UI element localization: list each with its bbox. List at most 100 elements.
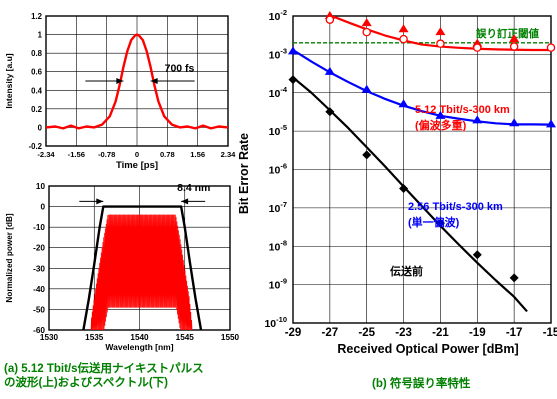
y-tick-exponent: -5 xyxy=(280,123,287,132)
x-tick-label: 1535 xyxy=(85,333,104,342)
series-label-black: 伝送前 xyxy=(390,264,423,278)
ber-marker-black-diamond xyxy=(325,107,335,117)
y-tick-label: -20 xyxy=(33,244,45,253)
x-tick-label: 0.78 xyxy=(160,150,175,159)
ber-marker-blue-triangle xyxy=(509,118,520,127)
y-tick-label: 10 xyxy=(36,182,46,191)
y-tick-label: 10-5 xyxy=(269,123,287,138)
x-tick-label: -27 xyxy=(322,327,339,339)
ber-fit-2 xyxy=(293,76,528,313)
x-tick-label: -17 xyxy=(506,327,523,339)
y-tick-base: 10 xyxy=(269,280,281,292)
pulse-chart: -2.34 -1.56 -0.78 0 0.78 1.56 2.34 -0.2 0 0.2 0.4 0… xyxy=(4,12,236,171)
ber-marker-red-circle xyxy=(362,27,371,37)
y-tick-label: 0.8 xyxy=(31,49,43,58)
y-tick-base: 10 xyxy=(269,11,281,23)
caption-a: (a) 5.12 Tbit/s伝送用ナイキストパルス の波形(上)およびスペクト… xyxy=(4,362,204,390)
ber-marker-red-circle xyxy=(436,39,445,48)
ber-marker-red-circle xyxy=(509,42,519,51)
x-tick-label: -29 xyxy=(285,327,302,339)
y-tick-label: 0 xyxy=(40,203,45,212)
ber-fit-1 xyxy=(293,49,551,126)
series-label-blue: 2.56 Tbit/s-300 km xyxy=(408,201,503,213)
series-label-red: 5.12 Tbit/s-300 km xyxy=(415,104,510,116)
y-tick-label: -10 xyxy=(33,223,45,232)
bw-label: 8.4 nm xyxy=(177,182,210,194)
ber-marker-black-diamond xyxy=(509,273,519,283)
plot-frame xyxy=(292,15,552,324)
y-tick-exponent: -7 xyxy=(280,200,287,209)
y-tick-base: 10 xyxy=(269,88,281,100)
ber-marker-blue-triangle xyxy=(435,110,446,119)
y-tick-label: 10-9 xyxy=(269,277,287,292)
ber-marker-red-triangle xyxy=(398,24,409,33)
y-tick-base: 10 xyxy=(264,318,276,330)
x-tick-label: -2.34 xyxy=(37,150,55,159)
y-tick-exponent: -3 xyxy=(280,46,287,55)
y-tick-label: -60 xyxy=(33,326,45,335)
ber-marker-red-triangle xyxy=(435,27,446,36)
series-label-blue-sub: (単一偏波) xyxy=(408,215,460,229)
y-tick-exponent: -9 xyxy=(280,277,287,286)
bw-arrowhead-right xyxy=(181,198,189,205)
y-tick-label: 10-4 xyxy=(269,85,288,100)
y-tick-label: 10-2 xyxy=(269,8,287,23)
series-label-red-sub: (偏波多重) xyxy=(415,118,467,132)
ber-marker-red-circle xyxy=(546,43,556,52)
y-tick-label: -0.2 xyxy=(29,142,43,151)
caption-b: (b) 符号誤り率特性 xyxy=(372,378,471,390)
y-tick-label: 0.6 xyxy=(31,68,43,77)
x-axis-title: Received Optical Power [dBm] xyxy=(337,342,518,356)
y-tick-label: -50 xyxy=(33,305,45,314)
y-tick-label: 0 xyxy=(38,123,43,132)
x-tick-label: -23 xyxy=(395,327,412,339)
ber-marker-black-diamond xyxy=(435,218,445,228)
caption-a-line2: の波形(上)およびスペクトル(下) xyxy=(4,377,169,389)
y-tick-label: 0.4 xyxy=(31,86,43,95)
y-axis-title: Intensity [a.u] xyxy=(4,53,14,108)
y-tick-label: 1 xyxy=(38,31,43,40)
y-tick-label: 10-3 xyxy=(269,46,287,61)
ber-marker-black-diamond xyxy=(399,183,409,193)
x-tick-label: 1540 xyxy=(130,333,149,342)
x-tick-label: -19 xyxy=(469,327,486,339)
x-tick-label: -0.78 xyxy=(98,150,115,159)
fwhm-arrowhead-right xyxy=(150,78,158,84)
ber-marker-red-triangle xyxy=(509,34,520,43)
ber-marker-blue-triangle xyxy=(288,46,298,55)
y-tick-label: 10-10 xyxy=(264,315,287,330)
y-tick-exponent: -6 xyxy=(280,162,287,171)
y-tick-label: -40 xyxy=(33,285,45,294)
y-tick-label: 10-7 xyxy=(269,200,287,215)
spectrum-chart: 1530 1535 1540 1545 1550 -60 -50 -40 -30 -20 -10 0 1… xyxy=(5,182,240,352)
ber-marker-red-circle xyxy=(473,43,482,52)
x-tick-label: 1.56 xyxy=(190,150,205,159)
spectrum-envelope xyxy=(82,205,203,330)
x-tick-label: -21 xyxy=(432,327,449,339)
ber-marker-red-circle xyxy=(399,34,408,44)
ber-marker-blue-triangle xyxy=(398,99,409,108)
bw-arrowhead-left xyxy=(96,198,104,205)
y-tick-label: 10-8 xyxy=(269,238,287,253)
ber-marker-blue-triangle xyxy=(472,115,483,124)
caption-a-line1: (a) 5.12 Tbit/s伝送用ナイキストパルス xyxy=(4,363,204,375)
ber-marker-black-diamond xyxy=(288,75,298,85)
y-tick-label: 1.2 xyxy=(31,12,43,21)
fec-threshold-label: 誤り訂正閾値 xyxy=(476,27,539,40)
x-tick-label: 1550 xyxy=(221,333,240,342)
ber-chart: -29 -27 -25 -23 -21 -19 -17 -1510-1010-910-810-… xyxy=(237,8,557,356)
plot-frame xyxy=(45,15,229,147)
x-axis-title: Time [ps] xyxy=(116,160,158,171)
y-axis-title: Normalized power [dB] xyxy=(5,213,14,302)
y-tick-exponent: -4 xyxy=(280,85,287,94)
x-tick-label: -25 xyxy=(358,327,375,339)
ber-marker-blue-triangle xyxy=(324,66,335,75)
y-tick-base: 10 xyxy=(269,49,281,61)
y-tick-label: 0.2 xyxy=(31,105,43,114)
y-tick-exponent: -8 xyxy=(280,238,287,247)
ber-marker-red-triangle xyxy=(361,18,372,27)
x-tick-label: 1545 xyxy=(176,333,195,342)
x-tick-label: 1530 xyxy=(40,333,59,342)
spectrum-red-comb xyxy=(90,214,193,330)
x-tick-label: -1.56 xyxy=(68,150,85,159)
